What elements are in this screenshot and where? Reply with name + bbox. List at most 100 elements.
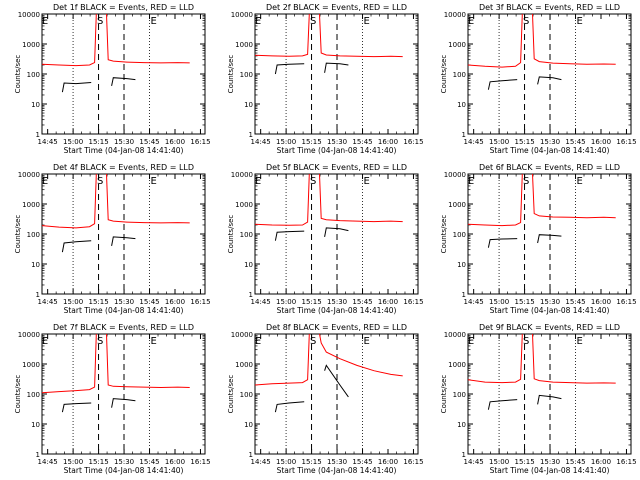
x-tick-label: 15:00 xyxy=(63,458,83,466)
x-tick-label: 16:15 xyxy=(403,298,423,306)
x-tick-label: 15:15 xyxy=(301,298,321,306)
x-tick-label: 15:15 xyxy=(88,298,108,306)
x-tick-label: 16:15 xyxy=(616,458,636,466)
marker-label-e: E xyxy=(255,336,261,347)
series-line-events xyxy=(274,230,305,241)
marker-label-e: E xyxy=(42,336,48,347)
detector-panel-3: Det 3f BLACK = Events, RED = LLD 1 10 100 10… xyxy=(440,3,637,155)
y-tick-label: 10 xyxy=(457,101,466,109)
detector-panel-2: Det 2f BLACK = Events, RED = LLD 1 10 100 10… xyxy=(227,3,424,155)
series-line-events xyxy=(61,82,92,93)
marker-label-e: E xyxy=(151,336,157,347)
x-tick-label: 15:30 xyxy=(327,458,347,466)
series-line-lld xyxy=(532,13,616,65)
y-tick-label: 1000 xyxy=(448,201,466,209)
y-tick-label: 10 xyxy=(31,101,40,109)
series-line-events xyxy=(487,238,518,248)
y-tick-label: 10 xyxy=(244,101,253,109)
marker-label-s: S xyxy=(310,16,316,27)
marker-label-e: E xyxy=(42,16,48,27)
series-line-lld xyxy=(254,173,310,226)
series-line-lld xyxy=(106,333,190,389)
series-line-events xyxy=(61,240,92,253)
series-line-lld xyxy=(254,333,310,386)
y-tick-label: 10000 xyxy=(444,331,466,339)
panel-title: Det 3f BLACK = Events, RED = LLD xyxy=(479,3,620,12)
series-line-events xyxy=(487,79,518,90)
y-tick-label: 100 xyxy=(27,71,40,79)
x-tick-label: 15:45 xyxy=(139,458,159,466)
y-axis-label: Counts/sec xyxy=(440,55,448,94)
x-tick-label: 16:15 xyxy=(403,458,423,466)
x-axis-label: Start Time (04-Jan-08 14:41:40) xyxy=(277,306,397,315)
y-tick-label: 1 xyxy=(462,291,466,299)
x-tick-label: 15:15 xyxy=(514,138,534,146)
panel-title: Det 6f BLACK = Events, RED = LLD xyxy=(479,163,620,172)
x-tick-label: 14:45 xyxy=(464,458,484,466)
panel-title: Det 1f BLACK = Events, RED = LLD xyxy=(53,3,194,12)
panel-title: Det 4f BLACK = Events, RED = LLD xyxy=(53,163,194,172)
x-tick-label: 15:30 xyxy=(540,298,560,306)
x-tick-label: 15:00 xyxy=(276,298,296,306)
x-tick-label: 16:00 xyxy=(591,298,611,306)
plot-frame xyxy=(254,333,419,455)
x-tick-label: 16:00 xyxy=(378,298,398,306)
marker-label-e: E xyxy=(255,176,261,187)
x-tick-label: 16:15 xyxy=(190,458,210,466)
x-tick-label: 15:45 xyxy=(352,138,372,146)
plot-frame xyxy=(467,13,632,135)
y-tick-label: 1 xyxy=(462,131,466,139)
y-tick-label: 100 xyxy=(240,391,253,399)
panel-title: Det 8f BLACK = Events, RED = LLD xyxy=(266,323,407,332)
x-axis-label: Start Time (04-Jan-08 14:41:40) xyxy=(490,146,610,155)
y-tick-label: 10000 xyxy=(231,331,253,339)
marker-label-e: E xyxy=(577,176,583,187)
marker-label-e: E xyxy=(364,336,370,347)
y-tick-label: 10 xyxy=(457,421,466,429)
marker-label-e: E xyxy=(364,176,370,187)
x-tick-label: 15:30 xyxy=(114,298,134,306)
y-tick-label: 100 xyxy=(453,391,466,399)
x-tick-label: 15:30 xyxy=(114,138,134,146)
x-tick-label: 15:15 xyxy=(514,298,534,306)
x-tick-label: 15:45 xyxy=(352,458,372,466)
x-tick-label: 15:00 xyxy=(276,458,296,466)
detector-panel-4: Det 4f BLACK = Events, RED = LLD 1 10 100 10… xyxy=(14,163,211,315)
x-tick-label: 14:45 xyxy=(38,138,58,146)
marker-label-s: S xyxy=(523,176,529,187)
x-tick-label: 15:30 xyxy=(540,138,560,146)
y-axis-label: Counts/sec xyxy=(440,215,448,254)
x-tick-label: 15:30 xyxy=(327,298,347,306)
marker-label-e: E xyxy=(468,336,474,347)
y-tick-label: 10 xyxy=(31,261,40,269)
series-line-events xyxy=(537,234,562,244)
series-line-events xyxy=(111,77,136,87)
x-axis-label: Start Time (04-Jan-08 14:41:40) xyxy=(490,466,610,475)
marker-label-e: E xyxy=(42,176,48,187)
x-tick-label: 15:00 xyxy=(489,458,509,466)
series-line-lld xyxy=(467,13,523,68)
y-tick-label: 10 xyxy=(244,421,253,429)
panel-title: Det 7f BLACK = Events, RED = LLD xyxy=(53,323,194,332)
y-tick-label: 100 xyxy=(27,391,40,399)
y-tick-label: 1 xyxy=(462,451,466,459)
x-tick-label: 16:15 xyxy=(403,138,423,146)
plot-frame xyxy=(254,173,419,295)
x-tick-label: 14:45 xyxy=(251,298,271,306)
marker-label-s: S xyxy=(310,336,316,347)
y-tick-label: 10000 xyxy=(18,171,40,179)
y-tick-label: 100 xyxy=(27,231,40,239)
series-line-events xyxy=(324,364,349,398)
x-axis-label: Start Time (04-Jan-08 14:41:40) xyxy=(277,146,397,155)
detector-panel-6: Det 6f BLACK = Events, RED = LLD 1 10 100 10… xyxy=(440,163,637,315)
y-tick-label: 1 xyxy=(36,131,40,139)
x-axis-label: Start Time (04-Jan-08 14:41:40) xyxy=(64,466,184,475)
y-axis-label: Counts/sec xyxy=(227,215,235,254)
marker-label-e: E xyxy=(577,336,583,347)
y-tick-label: 1000 xyxy=(235,361,253,369)
y-tick-label: 10000 xyxy=(18,331,40,339)
x-tick-label: 15:15 xyxy=(88,458,108,466)
y-tick-label: 1000 xyxy=(448,41,466,49)
series-line-lld xyxy=(254,13,310,57)
